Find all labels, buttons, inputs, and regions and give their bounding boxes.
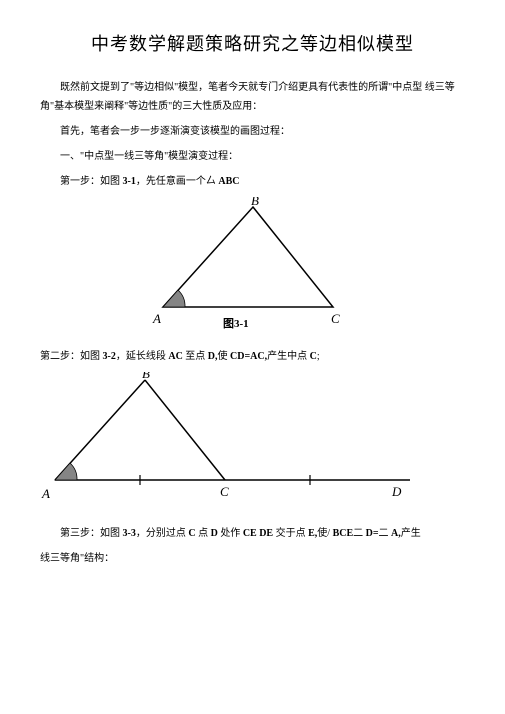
angle-marker: [163, 290, 185, 307]
text: ，延长线段: [116, 351, 169, 362]
paragraph-first: 首先，笔者会一步一步逐渐演变该模型的画图过程：: [40, 122, 465, 141]
segment: AC: [168, 351, 182, 362]
text: 处作: [218, 528, 243, 539]
text: 产生中点: [267, 351, 310, 362]
step2-paragraph: 第二步：如图 3-2，延长线段 AC 至点 D,使 CD=AC,产生中点 C;: [40, 347, 465, 366]
angle: D=: [366, 528, 379, 539]
text: ;: [317, 351, 320, 362]
page-title: 中考数学解题策略研究之等边相似模型: [40, 30, 465, 56]
vertex-label-a: A: [41, 486, 50, 501]
vertex-label-b: B: [142, 372, 150, 381]
text: ，先任意画一个厶: [136, 176, 219, 187]
point: C: [188, 528, 195, 539]
angle: A,: [391, 528, 401, 539]
text: 使/: [317, 528, 332, 539]
text: 交于点: [273, 528, 308, 539]
step3-paragraph-cont: 线三等角"结构：: [40, 549, 465, 568]
vertex-label-a: A: [152, 311, 161, 326]
fig-ref: 3-3: [123, 528, 136, 539]
text: 点: [196, 528, 211, 539]
fig-ref: 3-1: [123, 176, 136, 187]
angle-marker: [55, 463, 77, 480]
triangle: [163, 207, 333, 307]
point: D,: [208, 351, 218, 362]
vertex-label-d: D: [391, 484, 402, 499]
text: 使: [218, 351, 231, 362]
fig-ref: 3-2: [103, 351, 116, 362]
text: 二: [379, 528, 392, 539]
text: ，分别过点: [136, 528, 189, 539]
vertex-label-b: B: [251, 197, 259, 208]
figure-3-2: B A C D: [40, 372, 420, 510]
step3-paragraph: 第三步：如图 3-3，分别过点 C 点 D 处作 CE DE 交于点 E,使/ …: [40, 524, 465, 543]
figure-3-1: B A C 图3-1: [143, 197, 363, 337]
side-bc: [145, 380, 225, 480]
point: C: [310, 351, 317, 362]
paragraph-section: 一、"中点型一线三等角"模型演变过程：: [40, 147, 465, 166]
equation: CD=AC,: [230, 351, 267, 362]
segment: CE DE: [243, 528, 273, 539]
text: 第三步：如图: [60, 528, 123, 539]
point: D: [211, 528, 218, 539]
intro-paragraph: 既然前文提到了"等边相似"模型，笔者今天就专门介绍更具有代表性的所谓"中点型 线…: [40, 78, 465, 116]
angle: BCE: [333, 528, 354, 539]
text: 至点: [183, 351, 208, 362]
text: 产生: [401, 528, 421, 539]
point: E,: [308, 528, 317, 539]
vertex-label-c: C: [220, 484, 229, 499]
label: ABC: [218, 176, 239, 187]
text: 二: [353, 528, 366, 539]
figure-caption: 图3-1: [223, 317, 249, 330]
text: 第一步：如图: [60, 176, 123, 187]
vertex-label-c: C: [331, 311, 340, 326]
step1-paragraph: 第一步：如图 3-1，先任意画一个厶 ABC: [40, 172, 465, 191]
text: 第二步：如图: [40, 351, 103, 362]
